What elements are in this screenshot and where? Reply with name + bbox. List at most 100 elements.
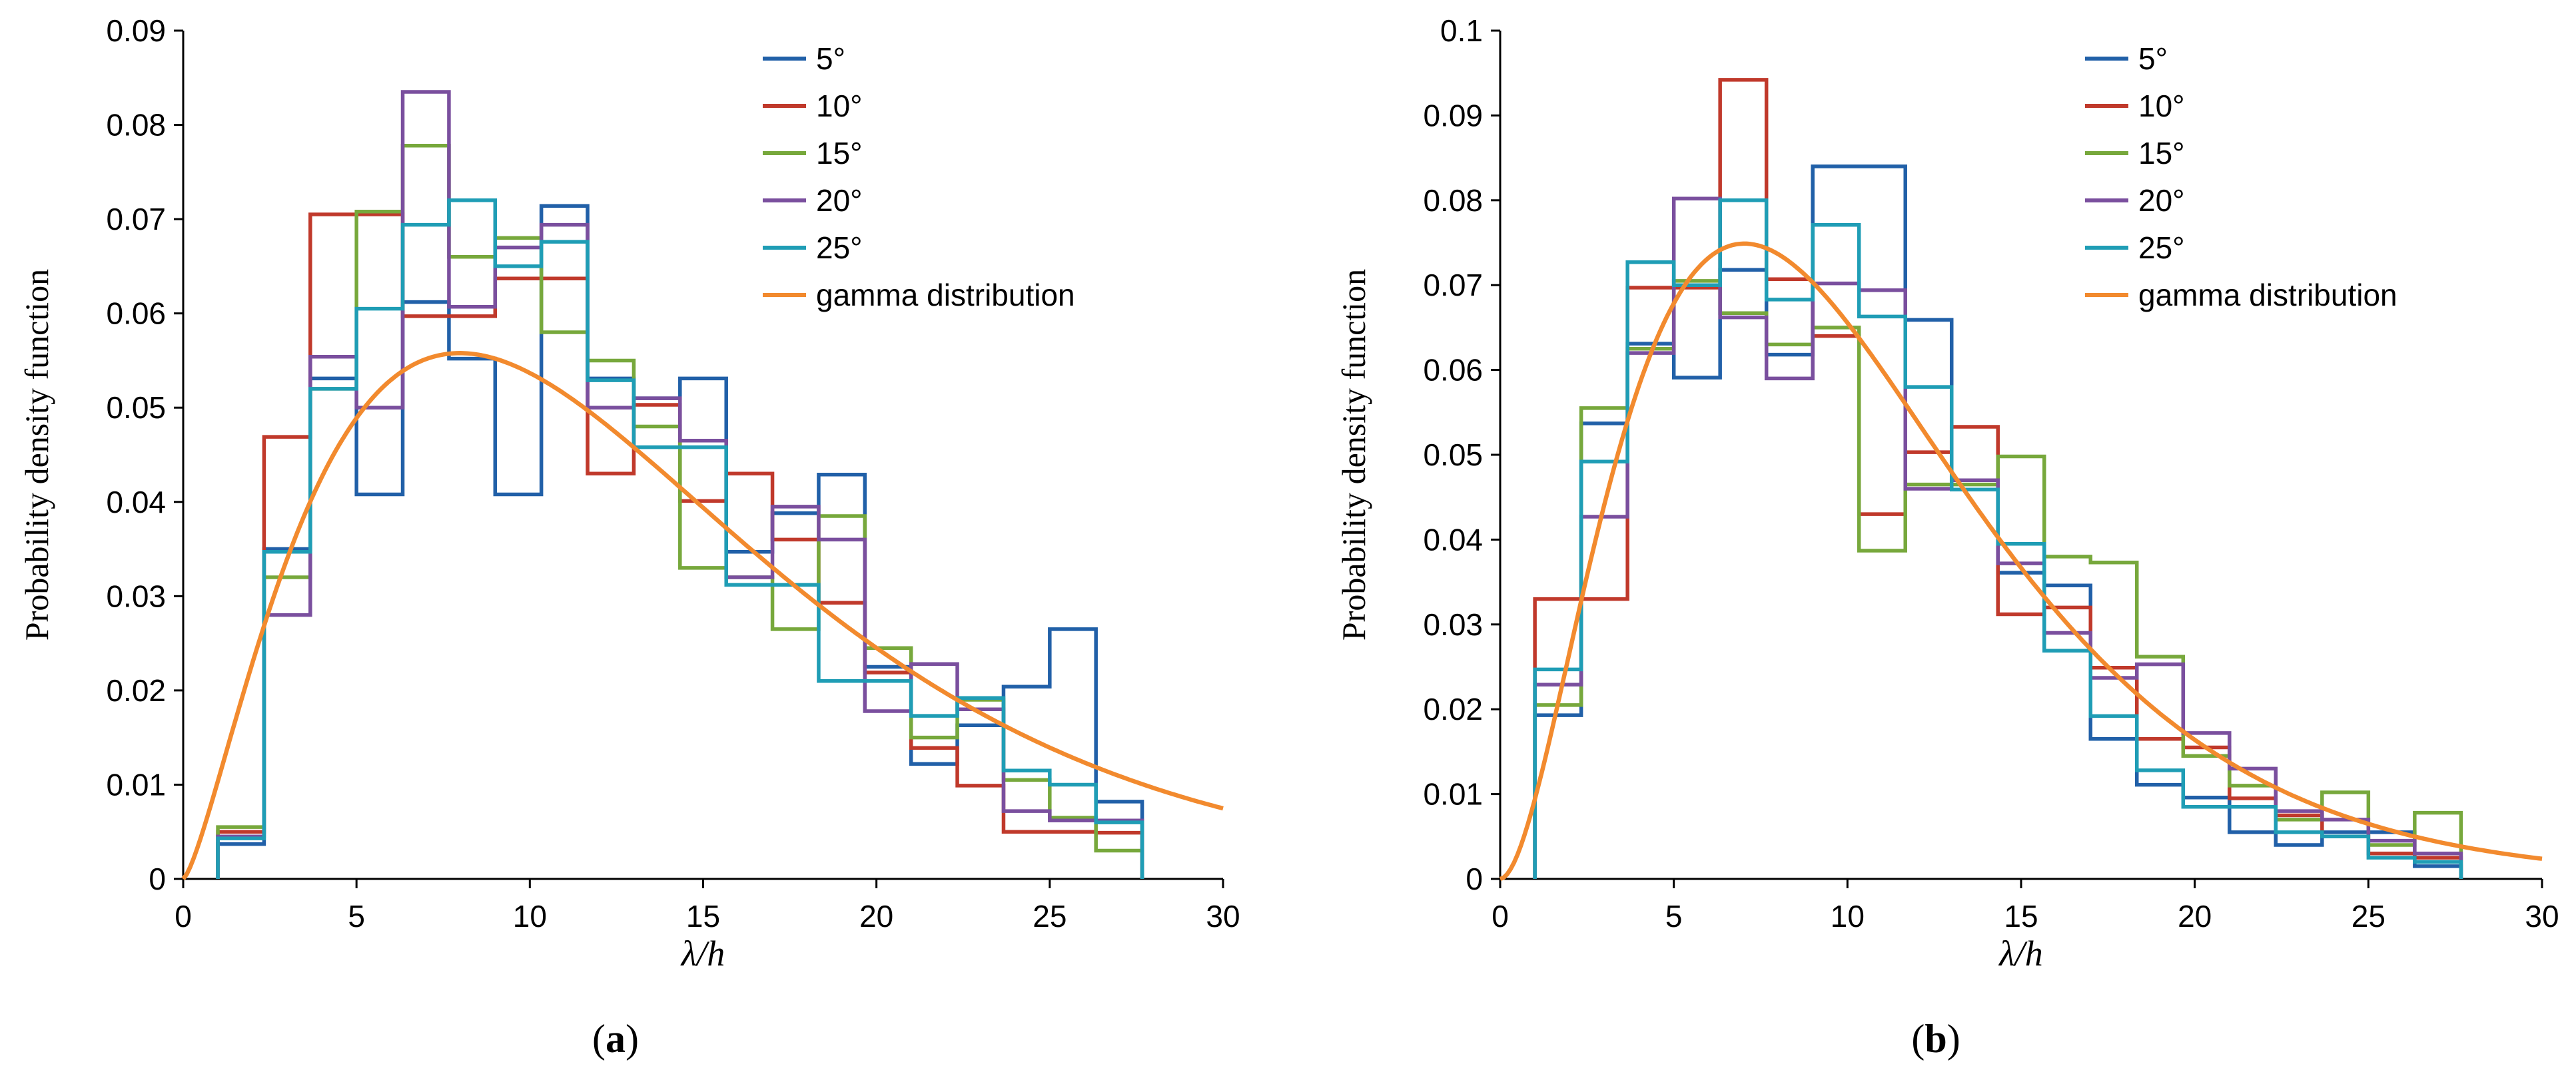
- legend-label: 10°: [816, 89, 863, 123]
- histogram-bin: [819, 603, 865, 879]
- histogram-bin: [1581, 423, 1628, 879]
- histogram-bin: [2322, 836, 2368, 879]
- histogram-bin: [1674, 281, 1720, 879]
- histogram-bin: [1998, 615, 2044, 879]
- y-tick-label: 0.03: [106, 579, 166, 613]
- histogram-bin: [819, 516, 865, 879]
- histogram-bin: [449, 359, 495, 879]
- histogram-bin: [1905, 485, 1951, 879]
- histogram-step-line: [1533, 198, 2463, 879]
- histogram-bin: [911, 738, 957, 879]
- panel-label: (b): [1911, 1017, 1960, 1061]
- histogram-bin: [957, 725, 1003, 879]
- histogram-bin: [2044, 607, 2090, 879]
- histogram-bin: [2322, 836, 2368, 879]
- histogram-bin: [1581, 461, 1628, 879]
- histogram-bin: [1767, 378, 1813, 879]
- histogram-bin: [1813, 166, 1859, 879]
- histogram-bin: [1905, 452, 1951, 879]
- x-tick-label: 5: [348, 899, 365, 934]
- histogram-bin: [356, 494, 402, 879]
- histogram-bin: [2044, 651, 2090, 879]
- histogram-bin: [1674, 285, 1720, 879]
- x-tick-label: 30: [2525, 899, 2559, 934]
- histogram-bin: [403, 225, 449, 879]
- histogram-bin: [1905, 489, 1951, 879]
- histogram-bin: [1050, 629, 1096, 879]
- histogram-bin: [1767, 344, 1813, 879]
- histogram-bin: [403, 92, 449, 879]
- histogram-bin: [2276, 845, 2322, 879]
- histogram-bin: [2044, 633, 2090, 879]
- histogram-bin: [911, 748, 957, 879]
- histogram-bin: [1767, 279, 1813, 879]
- x-tick-label: 10: [513, 899, 547, 934]
- x-tick-label: 0: [1492, 899, 1509, 934]
- y-tick-label: 0.01: [1423, 777, 1483, 812]
- y-tick-label: 0.06: [1423, 353, 1483, 388]
- histogram-bin: [1952, 480, 1998, 879]
- histogram-bin: [1003, 686, 1049, 879]
- histogram-bin: [2090, 668, 2136, 879]
- y-tick-label: 0.04: [106, 485, 166, 519]
- legend-label: 5°: [816, 41, 845, 76]
- histogram-bin: [1998, 544, 2044, 879]
- histogram-bin: [680, 447, 726, 879]
- panel-b: 0 5 10 15 20 25 30 0 0.01 0.02 0.03 0.04 0.05 0.06 0.0…: [1335, 13, 2559, 1061]
- histogram-bin: [957, 786, 1003, 879]
- histogram-bin: [1050, 818, 1096, 879]
- histogram-bin: [2137, 785, 2184, 879]
- histogram-bin: [2415, 866, 2461, 879]
- histogram-bin: [2230, 798, 2276, 879]
- histogram-bin: [865, 711, 911, 879]
- gamma-curve: [1499, 241, 2543, 882]
- legend: 5° 10° 15° 20° 25° gamma distribution: [2085, 41, 2397, 312]
- y-tick-label: 0.09: [1423, 98, 1483, 133]
- histogram-bin: [1627, 288, 1673, 879]
- histogram-bin: [1859, 551, 1906, 879]
- histogram-bin: [773, 539, 819, 879]
- histogram-bin: [310, 357, 356, 879]
- y-tick-label: 0.02: [106, 673, 166, 708]
- histogram-bin: [588, 378, 634, 879]
- histogram-bin: [310, 389, 356, 879]
- histogram-bin: [1998, 563, 2044, 879]
- x-tick-label: 0: [175, 899, 192, 934]
- legend-label: 5°: [2138, 41, 2168, 76]
- legend-label: gamma distribution: [816, 278, 1075, 312]
- histogram-bin: [356, 212, 402, 879]
- histogram-bin: [819, 681, 865, 879]
- histogram-bin: [1859, 316, 1906, 879]
- y-tick-label: 0.04: [1423, 522, 1483, 557]
- histogram-bin: [2183, 756, 2229, 879]
- histogram-bin: [1003, 780, 1049, 879]
- histogram-bin: [218, 844, 264, 879]
- histogram-bin: [2183, 748, 2229, 879]
- histogram-bin: [588, 408, 634, 879]
- histogram-bin: [1905, 320, 1951, 879]
- histogram-bin: [2183, 807, 2229, 879]
- histogram-bin: [1952, 480, 1998, 879]
- legend-label: 15°: [2138, 136, 2185, 170]
- x-axis-title: λ/h: [1998, 934, 2042, 973]
- histogram-bin: [403, 302, 449, 879]
- y-tick-label: 0.02: [1423, 692, 1483, 726]
- histogram-step-line: [216, 212, 1144, 879]
- histogram-bin: [1952, 489, 1998, 879]
- histogram-bin: [1952, 485, 1998, 879]
- histogram-bin: [2322, 820, 2368, 879]
- histogram-bin: [2230, 832, 2276, 879]
- series-10deg: [216, 212, 1144, 879]
- histogram-bin: [1535, 705, 1581, 879]
- histogram-bin: [356, 408, 402, 879]
- y-tick-label: 0.07: [1423, 268, 1483, 302]
- x-tick-label: 10: [1831, 899, 1865, 934]
- y-tick-label: 0.08: [106, 108, 166, 142]
- histogram-bin: [2368, 845, 2414, 879]
- histogram-bin: [588, 473, 634, 879]
- x-tick-label: 20: [2178, 899, 2212, 934]
- histogram-bin: [1674, 198, 1720, 879]
- histogram-bin: [1003, 832, 1049, 879]
- histogram-bin: [1767, 300, 1813, 879]
